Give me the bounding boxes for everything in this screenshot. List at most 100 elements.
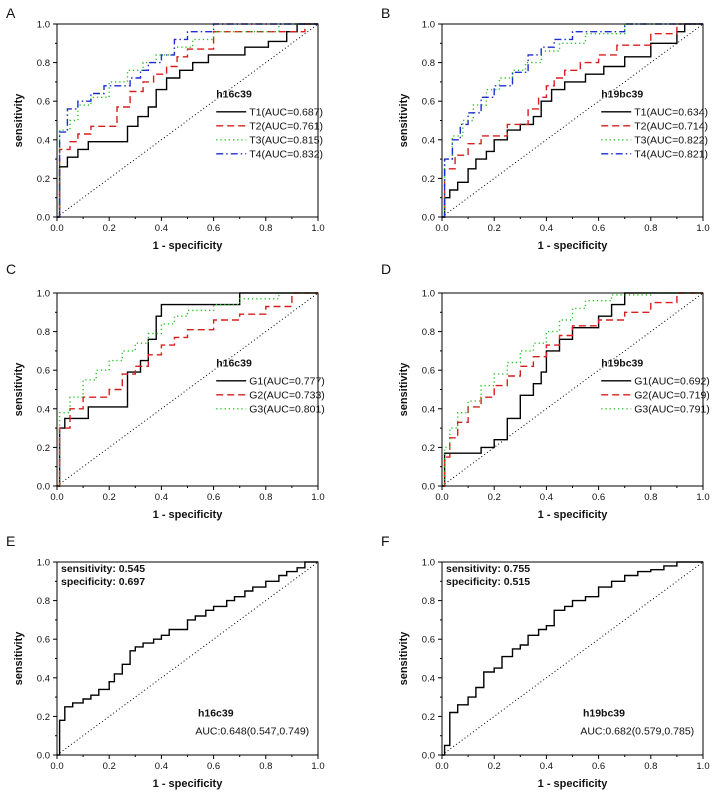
legend-label-g1: G1(AUC=0.692) — [634, 375, 710, 387]
y-tick-label: 0.4 — [422, 673, 435, 684]
y-tick-label: 0.6 — [37, 97, 50, 108]
panel-f: F 0.00.0 0.2 0.2 0.4 0.4 0.6 0.6 0.8 0.8 1.0 1.0 1 -… — [381, 533, 710, 790]
x-axis-title: 1 - specificity — [538, 778, 609, 790]
x-tick-label: 0.4 — [155, 761, 168, 772]
y-tick-label: 0.4 — [37, 135, 50, 146]
x-tick-label: 0.8 — [644, 761, 657, 772]
y-tick-label: 0.4 — [422, 404, 435, 415]
x-tick-label: 0.0 — [435, 761, 448, 772]
y-tick-label: 0.2 — [37, 712, 50, 723]
series-t4-line — [57, 23, 318, 218]
y-tick-label: 1.0 — [422, 20, 435, 31]
y-tick-label: 0.2 — [37, 443, 50, 454]
x-tick-label: 0.4 — [540, 223, 553, 234]
cutoff-stat: specificity: 0.515 — [446, 576, 530, 588]
y-tick-label: 1.0 — [37, 20, 50, 31]
x-axis-title: 1 - specificity — [538, 509, 609, 521]
x-axis-title: 1 - specificity — [153, 509, 224, 521]
y-tick-label: 0.2 — [422, 174, 435, 185]
x-tick-label: 0.6 — [592, 492, 605, 503]
y-tick-label: 0.0 — [422, 751, 435, 762]
x-tick-label: 1.0 — [311, 492, 324, 503]
auc-text: AUC:0.648(0.547,0.749) — [195, 725, 309, 737]
x-tick-label: 1.0 — [696, 761, 709, 772]
y-tick-label: 0.8 — [422, 58, 435, 69]
y-tick-label: 0.6 — [37, 635, 50, 646]
y-tick-label: 0.4 — [37, 673, 50, 684]
y-tick-label: 0.0 — [37, 213, 50, 224]
series-g2-line — [57, 292, 318, 487]
x-tick-label: 0.2 — [488, 761, 501, 772]
y-axis-title: sensitivity — [398, 362, 410, 417]
x-tick-label: 0.6 — [592, 761, 605, 772]
legend-label-t3: T3(AUC=0.822) — [634, 134, 708, 146]
series-roc-line — [442, 561, 703, 756]
y-tick-label: 0.0 — [37, 751, 50, 762]
legend-label-t3: T3(AUC=0.815) — [249, 134, 323, 146]
x-tick-label: 0.0 — [50, 492, 63, 503]
legend-label-t1: T1(AUC=0.634) — [634, 106, 708, 118]
group-label: h19bc39 — [601, 357, 643, 369]
cutoff-stat: sensitivity: 0.545 — [61, 563, 145, 575]
series-t3-line — [442, 23, 703, 218]
x-tick-label: 0.6 — [207, 223, 220, 234]
x-tick-label: 0.2 — [103, 761, 116, 772]
x-tick-label: 0.8 — [644, 223, 657, 234]
series-t4-line — [442, 23, 703, 218]
series-t2-line — [442, 23, 703, 218]
legend-label-t4: T4(AUC=0.832) — [249, 148, 323, 160]
y-tick-label: 0.6 — [37, 366, 50, 377]
x-tick-label: 0.8 — [259, 761, 272, 772]
x-tick-label: 0.6 — [207, 761, 220, 772]
y-tick-label: 0.8 — [37, 58, 50, 69]
x-tick-label: 0.2 — [488, 492, 501, 503]
series-roc-line — [57, 561, 318, 756]
legend-label-g3: G3(AUC=0.791) — [634, 403, 710, 415]
x-tick-label: 1.0 — [311, 223, 324, 234]
y-tick-label: 0.0 — [422, 482, 435, 493]
x-tick-label: 0.8 — [259, 492, 272, 503]
legend-label-t2: T2(AUC=0.714) — [634, 120, 708, 132]
legend-label-g3: G3(AUC=0.801) — [249, 403, 325, 415]
x-tick-label: 0.6 — [207, 492, 220, 503]
x-tick-label: 0.0 — [435, 223, 448, 234]
panel-e: E 0.00.0 0.2 0.2 0.4 0.4 0.6 0.6 0.8 0.8 1.0 1.0 1 -… — [6, 533, 325, 790]
panel-label: F — [381, 533, 390, 549]
x-tick-label: 0.4 — [155, 492, 168, 503]
y-tick-label: 1.0 — [37, 558, 50, 569]
x-tick-label: 0.2 — [103, 223, 116, 234]
x-tick-label: 0.4 — [155, 223, 168, 234]
y-tick-label: 0.8 — [37, 596, 50, 607]
x-tick-label: 0.0 — [50, 223, 63, 234]
group-label: h16c39 — [216, 357, 252, 369]
x-tick-label: 0.0 — [435, 492, 448, 503]
panel-label: A — [6, 5, 16, 21]
y-tick-label: 0.6 — [422, 97, 435, 108]
x-tick-label: 0.0 — [50, 761, 63, 772]
series-g1-line — [57, 292, 318, 487]
auc-text: AUC:0.682(0.579,0.785) — [580, 725, 694, 737]
legend-label-t1: T1(AUC=0.687) — [249, 106, 323, 118]
series-t2-line — [57, 23, 318, 218]
x-tick-label: 0.2 — [103, 492, 116, 503]
x-tick-label: 0.8 — [644, 492, 657, 503]
panel-d: D 0.00.0 0.2 0.2 0.4 0.4 0.6 0.6 0.8 0.8 1.0 1.0 1 -… — [381, 261, 710, 521]
y-axis-title: sensitivity — [398, 93, 410, 148]
x-tick-label: 0.6 — [592, 223, 605, 234]
y-tick-label: 0.8 — [422, 327, 435, 338]
panel-a: A 0.00.0 0.2 0.2 0.4 0.4 0.6 0.6 0.8 0.8 1.0 1.0 1 -… — [6, 5, 325, 252]
y-axis-title: sensitivity — [13, 631, 25, 686]
x-tick-label: 1.0 — [311, 761, 324, 772]
y-tick-label: 0.4 — [37, 404, 50, 415]
panel-label: D — [381, 261, 391, 277]
y-axis-title: sensitivity — [13, 93, 25, 148]
x-axis-title: 1 - specificity — [153, 778, 224, 790]
panel-b: B 0.00.0 0.2 0.2 0.4 0.4 0.6 0.6 0.8 0.8 1.0 1.0 1 -… — [381, 5, 710, 252]
y-tick-label: 0.6 — [422, 635, 435, 646]
y-tick-label: 0.6 — [422, 366, 435, 377]
series-t1-line — [57, 23, 318, 218]
y-axis-title: sensitivity — [13, 362, 25, 417]
legend-label-g2: G2(AUC=0.719) — [634, 389, 710, 401]
series-g1-line — [442, 292, 703, 487]
